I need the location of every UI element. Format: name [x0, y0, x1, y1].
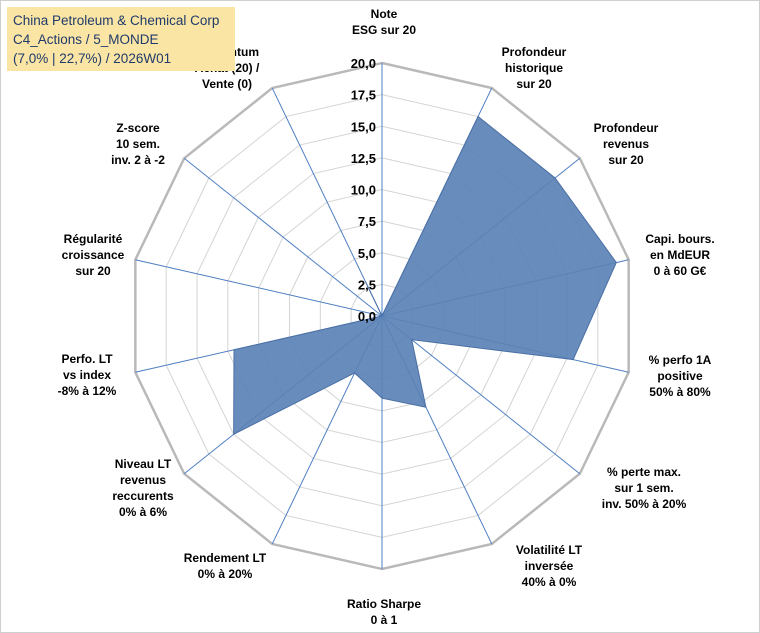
tick-label: 17,5: [351, 88, 376, 103]
tick-label: 5,0: [358, 246, 376, 261]
axis-spoke-13: [271, 87, 383, 317]
tick-label: 10,0: [351, 183, 376, 198]
axis-label-2: Profondeur revenus sur 20: [594, 121, 659, 167]
tick-label: 7,5: [358, 214, 376, 229]
axis-label-7: Ratio Sharpe 0 à 1: [347, 597, 421, 627]
axis-spoke-5: [381, 315, 581, 475]
tick-label: 0,0: [358, 309, 376, 324]
data-point-9: [233, 433, 235, 435]
title-score-week: (7,0% | 22,7%) / 2026W01: [13, 51, 172, 66]
axis-spoke-11: [135, 259, 383, 317]
axis-label-5: % perte max. sur 1 sem. inv. 50% à 20%: [602, 465, 687, 511]
axis-label-1: Profondeur historique sur 20: [502, 45, 567, 91]
axis-spoke-12: [183, 157, 383, 317]
axis-label-8: Rendement LT 0% à 20%: [184, 551, 267, 581]
title-company: China Petroleum & Chemical Corp: [13, 13, 220, 28]
data-point-5: [411, 339, 413, 341]
axis-label-0: Note ESG sur 20: [352, 7, 416, 37]
tick-label: 2,5: [358, 277, 376, 292]
axis-label-9: Niveau LT revenus reccurents 0% à 6%: [112, 457, 174, 519]
tick-label: 20,0: [351, 56, 376, 71]
axis-label-12: Z-score 10 sem. inv. 2 à -2: [111, 121, 165, 167]
title-category: C4_Actions / 5_MONDE: [13, 32, 159, 47]
data-point-8: [354, 372, 356, 374]
data-point-13: [365, 281, 367, 283]
data-point-4: [572, 359, 574, 361]
data-point-12: [381, 315, 383, 317]
data-point-1: [477, 116, 479, 118]
data-point-3: [615, 262, 617, 264]
tick-label: 15,0: [351, 119, 376, 134]
axis-label-11: Régularité croissance sur 20: [62, 232, 125, 278]
data-point-7: [381, 397, 383, 399]
data-point-10: [233, 349, 235, 351]
axis-label-10: Perfo. LT vs index -8% à 12%: [58, 352, 117, 398]
axis-label-4: % perfo 1A positive 50% à 80%: [649, 353, 712, 399]
data-point-6: [425, 406, 427, 408]
title-box: China Petroleum & Chemical Corp C4_Actio…: [7, 7, 235, 71]
axis-label-6: Volatilité LT inversée 40% à 0%: [516, 543, 583, 589]
data-point-2: [554, 177, 556, 179]
axis-label-3: Capi. bours. en MdEUR 0 à 60 G€: [645, 232, 714, 278]
tick-label: 12,5: [351, 151, 376, 166]
data-series-0: [233, 115, 617, 436]
